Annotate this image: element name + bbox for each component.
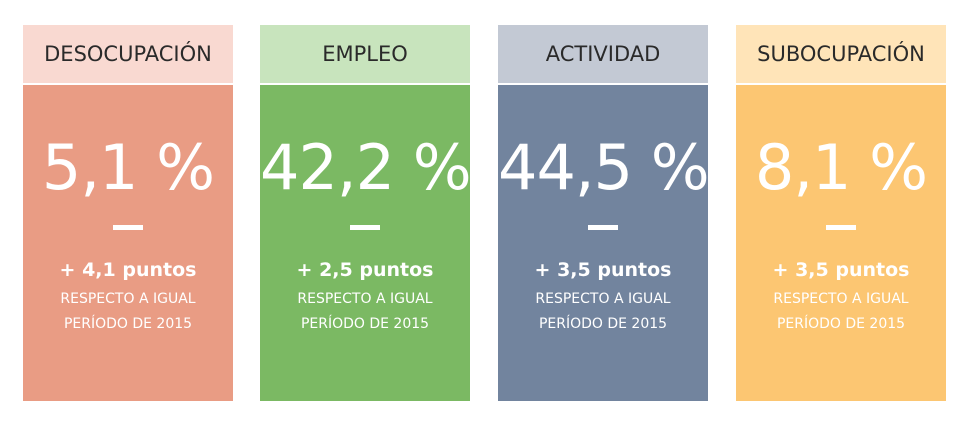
card-header: ACTIVIDAD	[498, 25, 708, 83]
card-delta: + 3,5 puntos	[772, 259, 910, 281]
card-value: 5,1 %	[41, 131, 215, 204]
card-reference-line-1: RESPECTO A IGUAL	[773, 291, 909, 307]
card-delta: + 2,5 puntos	[296, 259, 434, 281]
card-reference-line-2: PERÍODO DE 2015	[538, 316, 668, 332]
card-reference-line-1: RESPECTO A IGUAL	[535, 291, 671, 307]
card-delta: + 4,1 puntos	[59, 259, 197, 281]
card-body: 42,2 % + 2,5 puntos RESPECTO A IGUAL PER…	[260, 85, 472, 401]
card-reference-line-1: RESPECTO A IGUAL	[60, 291, 196, 307]
card-body: 8,1 % + 3,5 puntos RESPECTO A IGUAL PERÍ…	[736, 85, 946, 401]
card-header: DESOCUPACIÓN	[23, 25, 233, 83]
dash-divider	[826, 225, 856, 230]
card-header: EMPLEO	[260, 25, 470, 83]
card-empleo: EMPLEO 42,2 % + 2,5 puntos RESPECTO A IG…	[260, 25, 472, 401]
card-actividad: ACTIVIDAD 44,5 % + 3,5 puntos RESPECTO A…	[498, 25, 710, 401]
card-value: 8,1 %	[754, 131, 928, 204]
card-delta: + 3,5 puntos	[534, 259, 672, 281]
card-reference-line-2: PERÍODO DE 2015	[776, 316, 906, 332]
card-reference-line-2: PERÍODO DE 2015	[300, 316, 430, 332]
card-desocupacion: DESOCUPACIÓN 5,1 % + 4,1 puntos RESPECTO…	[23, 25, 233, 401]
card-reference-line-2: PERÍODO DE 2015	[63, 316, 193, 332]
dash-divider	[588, 225, 618, 230]
card-subocupacion: SUBOCUPACIÓN 8,1 % + 3,5 puntos RESPECTO…	[736, 25, 946, 401]
card-body: 44,5 % + 3,5 puntos RESPECTO A IGUAL PER…	[498, 85, 710, 401]
card-body: 5,1 % + 4,1 puntos RESPECTO A IGUAL PERÍ…	[23, 85, 233, 401]
card-header: SUBOCUPACIÓN	[736, 25, 946, 83]
card-reference-line-1: RESPECTO A IGUAL	[297, 291, 433, 307]
card-value: 44,5 %	[498, 131, 710, 204]
dash-divider	[350, 225, 380, 230]
dash-divider	[113, 225, 143, 230]
card-value: 42,2 %	[260, 131, 472, 204]
